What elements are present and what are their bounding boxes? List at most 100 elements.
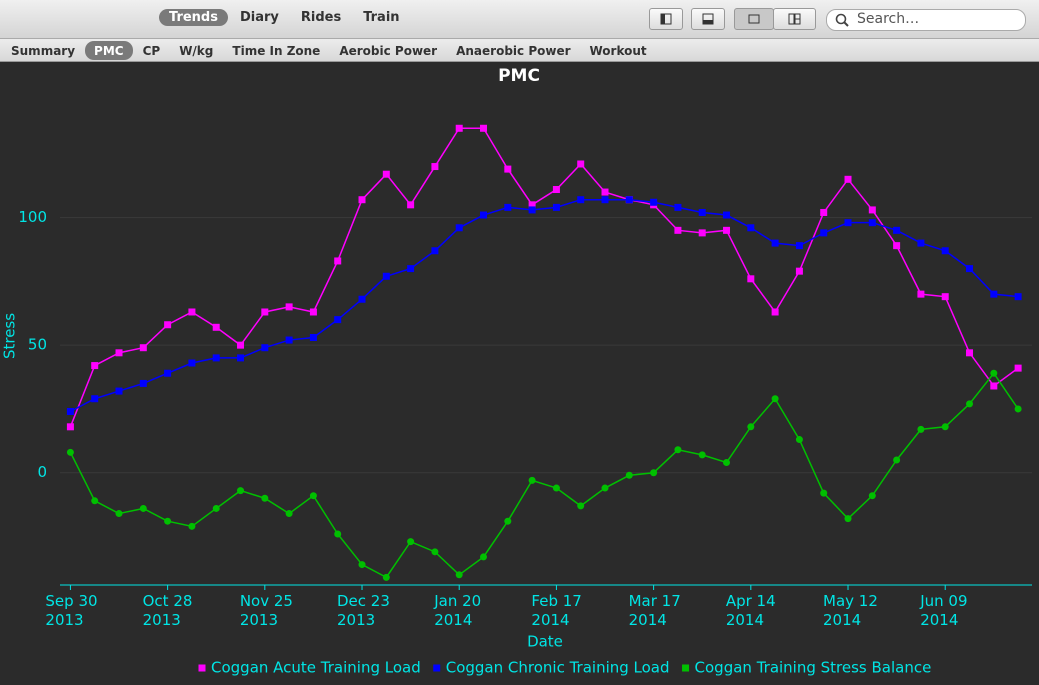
data-point [480,124,488,132]
data-point [504,203,512,211]
data-point [480,211,488,219]
icon [660,13,672,25]
chart-tab[interactable]: Aerobic Power [339,44,438,58]
data-point [868,492,876,500]
data-point [723,459,731,467]
x-tick-label: Nov 25 2013 [240,592,293,629]
data-point [990,382,998,390]
data-point [601,196,609,204]
data-point [237,487,245,495]
x-tick-label: May 12 2014 [823,592,878,629]
data-point [237,354,245,362]
series-line [69,127,1019,428]
data-point [431,247,439,255]
data-point [164,321,172,329]
bottom-toggle[interactable] [691,8,725,30]
x-tick-label: Oct 28 2013 [143,592,193,629]
data-point [504,517,512,525]
data-point [115,387,123,395]
data-point [455,124,463,132]
chart-title: PMC [498,66,540,86]
data-point [455,224,463,232]
data-point [431,548,439,556]
data-point [188,359,196,367]
layout-single[interactable] [734,8,774,30]
chart-tab[interactable]: Summary [11,44,76,58]
data-point [917,425,925,433]
data-point [893,456,901,464]
x-tick-label-line: May 12 [823,592,878,610]
y-tick-label: 100 [18,208,47,226]
series-line [70,198,1019,413]
data-point [820,208,828,216]
data-point [334,257,342,265]
data-point [966,349,974,357]
x-tick-label: Apr 14 2014 [726,592,776,629]
data-point [407,201,415,209]
x-tick-label-line: 2014 [629,611,667,629]
data-point [188,522,196,530]
data-point [698,451,706,459]
data-point [212,323,220,331]
data-point [528,476,536,484]
data-point [528,201,536,209]
view-tab[interactable]: Trends [159,9,228,26]
data-point [237,341,245,349]
data-point [382,272,390,280]
view-tab[interactable]: Diary [239,10,279,25]
data-point [66,423,74,431]
data-point [261,308,269,316]
data-point [285,336,293,344]
x-tick-label: Jan 20 2014 [433,592,481,629]
data-point [893,226,901,234]
search-icon [835,13,849,27]
sidebar-toggle[interactable] [649,8,683,30]
data-point [941,423,949,431]
chart-tab[interactable]: Time In Zone [232,44,321,58]
data-point [164,369,172,377]
data-point [91,497,99,505]
x-tick-label-line: Sep 30 [45,592,97,610]
data-point [309,308,317,316]
view-tab[interactable]: Train [363,10,400,25]
search-box[interactable]: Search… [826,9,1026,31]
data-point [625,471,633,479]
data-point [650,469,658,477]
x-tick-label-line: 2014 [823,611,861,629]
data-point [674,446,682,454]
x-tick-label-line: 2014 [726,611,764,629]
data-point [820,489,828,497]
view-switcher: Trends Diary Rides Train [159,9,410,26]
chart-tab[interactable]: Anaerobic Power [456,44,571,58]
data-point [212,504,220,512]
data-point [771,395,779,403]
data-point [66,448,74,456]
data-point [577,196,585,204]
series-line [69,371,1019,579]
data-point [747,423,755,431]
data-point [990,369,998,377]
legend-marker [198,664,206,672]
data-point [844,515,852,523]
data-point [528,206,536,214]
x-tick-label: Jun 09 2014 [919,592,967,629]
x-tick-label-line: Jun 09 [919,592,967,610]
data-point [990,290,998,298]
data-point [1014,293,1022,301]
view-tab[interactable]: Rides [300,10,342,25]
chart-tab[interactable]: Workout [589,44,647,58]
toolbar: Trends Diary Rides Train Search… [0,0,1039,39]
icon [788,13,801,25]
data-point [747,224,755,232]
chart-tab[interactable]: W/kg [179,44,214,58]
chart-tab[interactable]: PMC [85,41,133,60]
x-tick-label: Sep 30 2013 [45,592,97,629]
data-point [504,165,512,173]
chart-tab[interactable]: CP [142,44,161,58]
data-point [723,226,731,234]
data-point [407,538,415,546]
layout-tiles[interactable] [773,8,816,30]
data-point [844,219,852,227]
legend-label: Coggan Acute Training Load [211,659,421,677]
